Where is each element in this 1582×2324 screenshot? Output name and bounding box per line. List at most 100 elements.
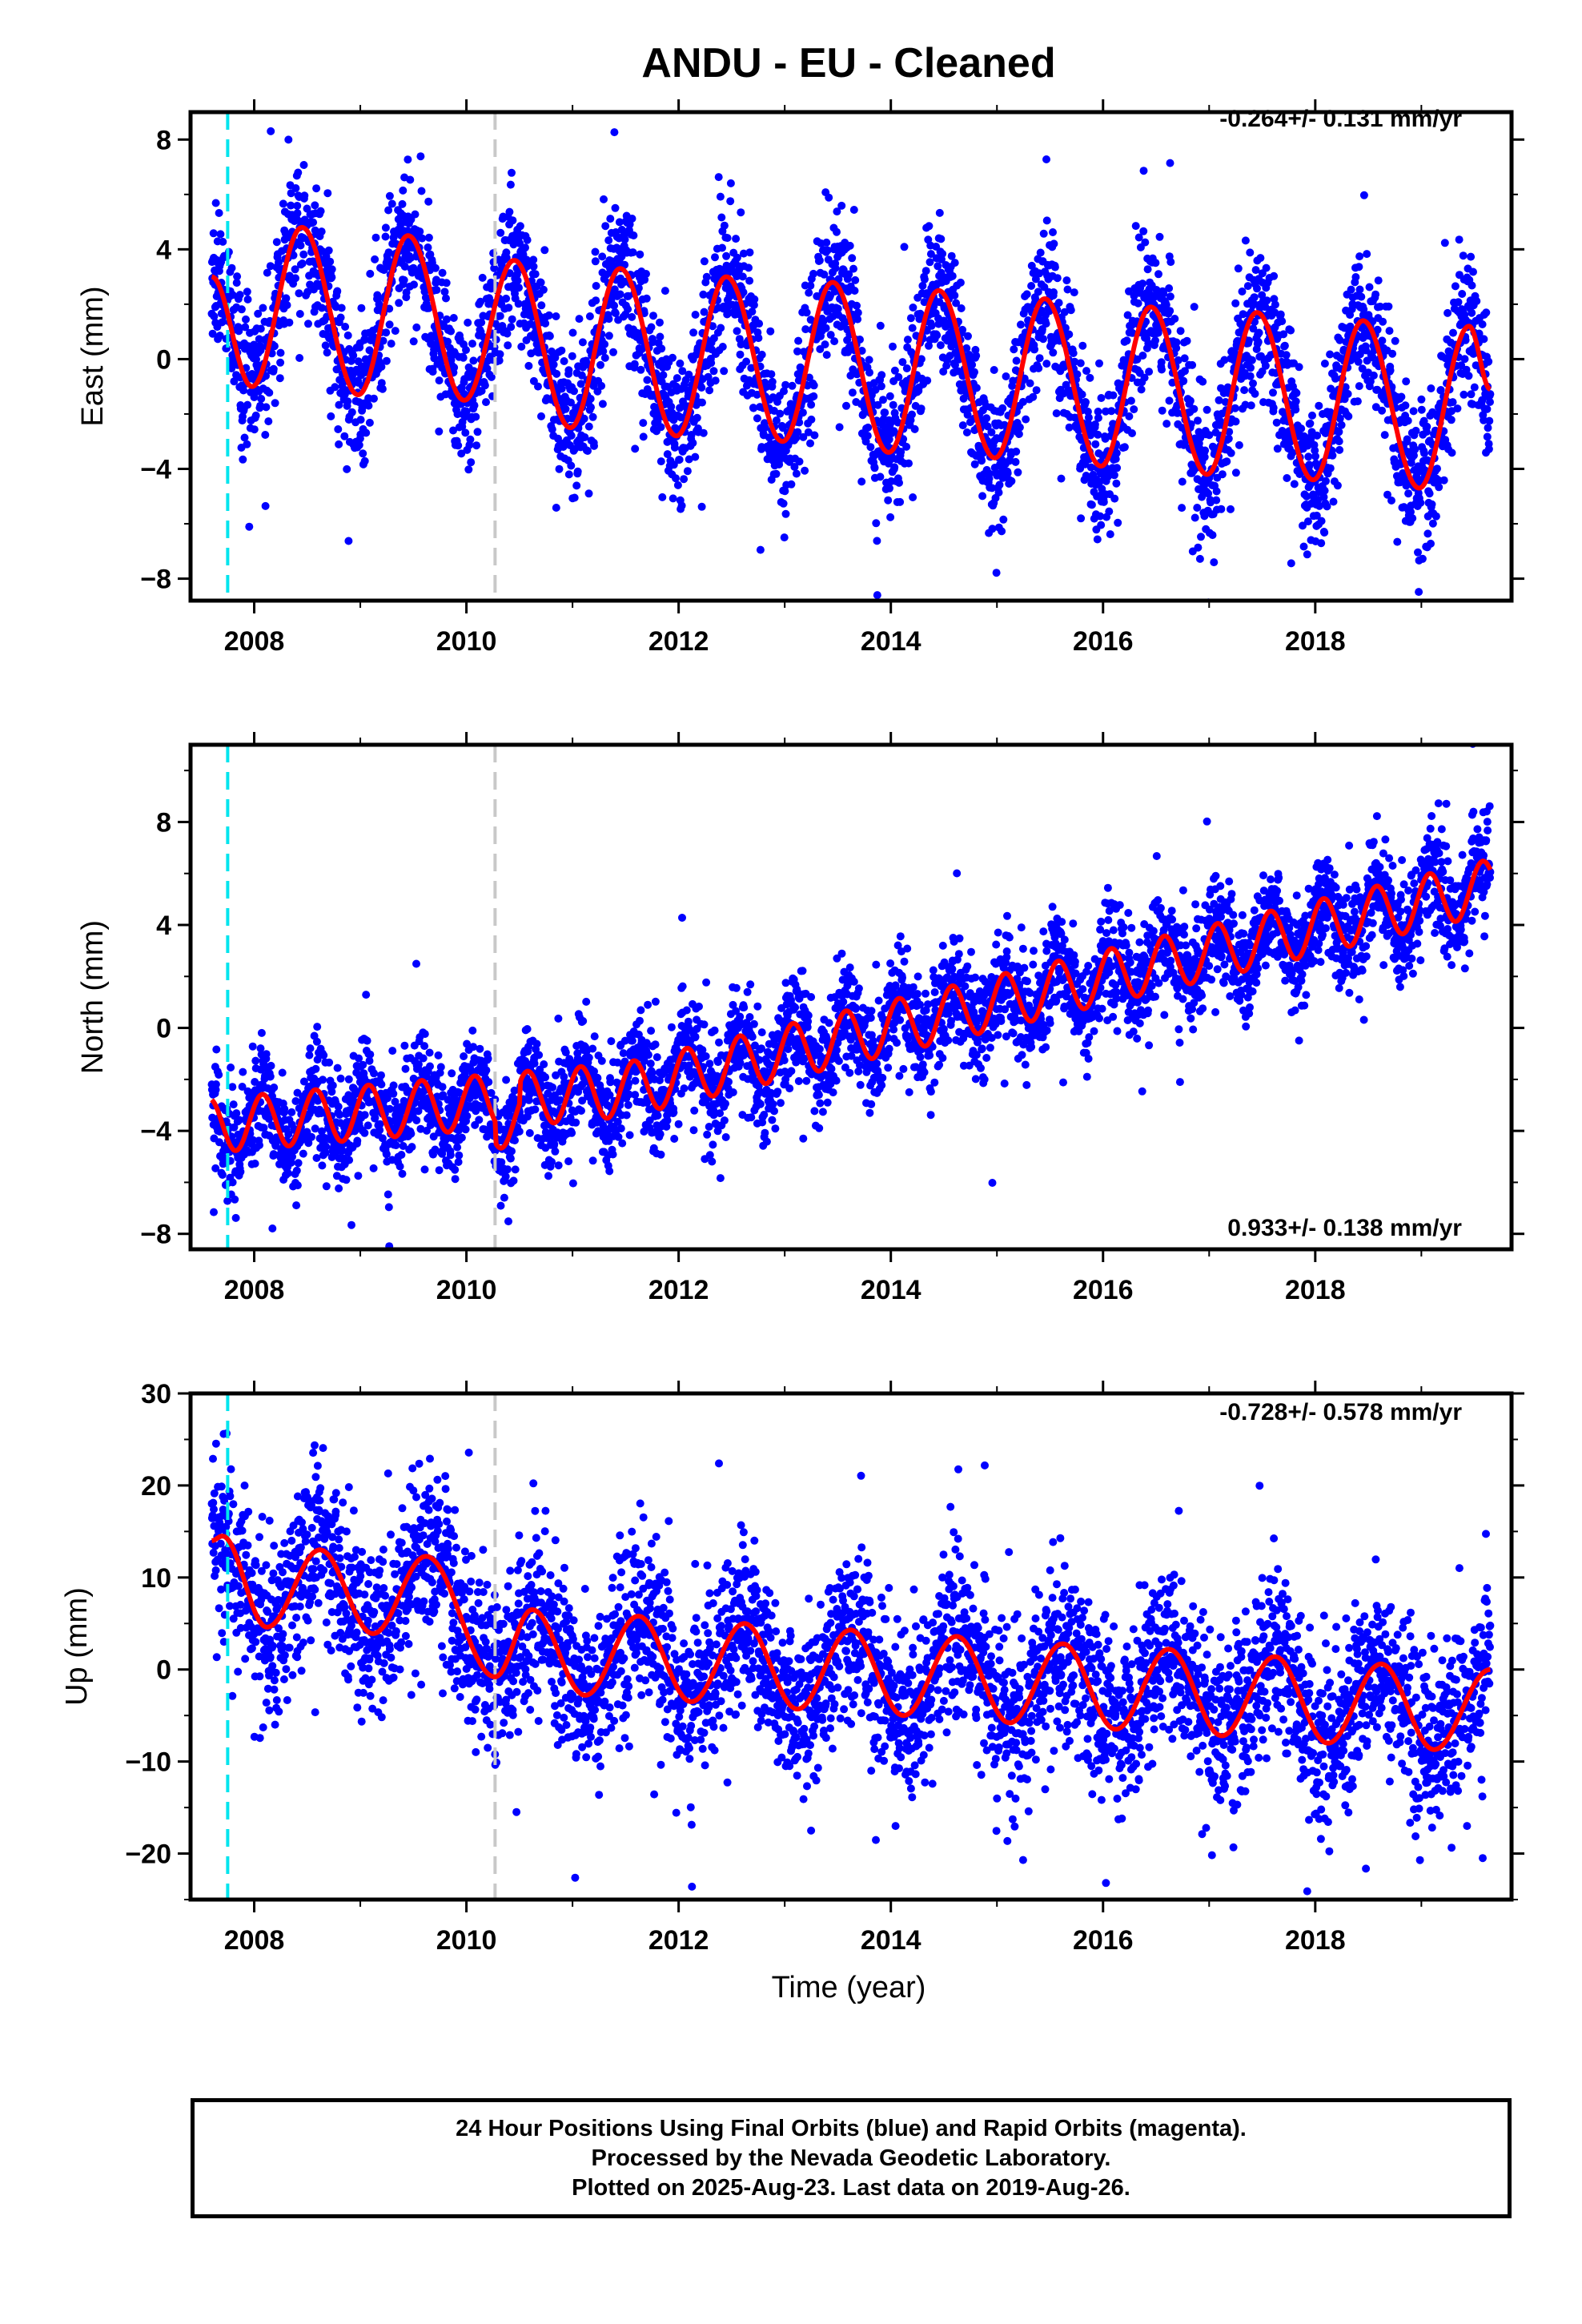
data-point	[1299, 521, 1307, 530]
data-point	[1096, 512, 1105, 521]
data-point	[1126, 396, 1135, 405]
data-point	[902, 364, 911, 372]
data-point	[446, 1151, 455, 1160]
data-point	[604, 315, 613, 324]
data-point	[958, 421, 967, 430]
data-point	[523, 235, 532, 244]
data-point	[1371, 403, 1380, 412]
data-point	[425, 1048, 434, 1057]
data-point	[1282, 351, 1291, 360]
data-point	[985, 469, 994, 478]
data-point	[815, 256, 824, 265]
data-point	[962, 428, 971, 436]
data-point	[283, 1169, 292, 1177]
data-point	[670, 443, 679, 452]
data-point	[485, 294, 493, 303]
data-point	[322, 1182, 331, 1191]
data-point	[232, 1109, 241, 1118]
data-point	[209, 229, 218, 238]
data-point	[263, 268, 271, 277]
data-point	[412, 323, 421, 332]
data-point	[1320, 360, 1329, 368]
data-point	[1054, 299, 1063, 308]
data-point	[850, 287, 859, 295]
data-point	[767, 370, 776, 379]
data-point	[347, 408, 356, 416]
data-point	[1120, 443, 1129, 452]
data-point	[768, 377, 777, 386]
data-point	[745, 276, 754, 285]
data-point	[1373, 325, 1382, 334]
data-point	[271, 399, 279, 408]
data-point	[1483, 404, 1492, 413]
data-point	[1335, 445, 1344, 454]
data-point	[889, 342, 897, 351]
data-point	[1320, 486, 1329, 495]
data-point	[739, 249, 748, 258]
data-point	[1320, 529, 1329, 537]
x-tick-label: 2016	[1073, 626, 1134, 657]
data-point	[395, 299, 404, 308]
data-point	[448, 1069, 456, 1078]
data-point	[793, 428, 802, 436]
data-point	[1436, 386, 1445, 394]
data-point	[289, 251, 298, 259]
data-point	[1355, 285, 1364, 294]
data-point	[385, 304, 394, 313]
data-point	[1128, 429, 1136, 437]
data-point	[440, 287, 449, 296]
data-point	[1358, 364, 1367, 373]
data-point	[1010, 345, 1018, 354]
data-point	[552, 312, 560, 320]
data-point	[1243, 282, 1252, 291]
velocity-annotation: -0.264+/- 0.131 mm/yr	[1219, 106, 1462, 132]
data-point	[1203, 405, 1211, 414]
data-point	[1447, 416, 1456, 424]
data-point	[647, 323, 656, 332]
data-point	[1319, 493, 1328, 501]
data-point	[1283, 474, 1291, 482]
data-point	[780, 533, 789, 542]
data-point	[1331, 374, 1339, 383]
data-point	[661, 287, 669, 296]
data-point	[370, 394, 378, 403]
data-point	[606, 215, 615, 223]
data-point	[1447, 448, 1456, 457]
data-point	[384, 206, 393, 215]
data-point	[1241, 400, 1250, 409]
data-point	[438, 1083, 447, 1092]
data-point	[319, 1076, 327, 1084]
data-point	[1303, 441, 1312, 450]
data-point	[299, 1149, 307, 1158]
data-point	[1049, 228, 1057, 236]
data-point	[870, 464, 879, 472]
data-point	[230, 1123, 239, 1132]
data-point	[1384, 302, 1393, 311]
data-point	[1162, 300, 1170, 309]
data-point	[1328, 451, 1337, 460]
data-point	[1278, 317, 1287, 326]
data-point	[1049, 348, 1058, 357]
data-point	[482, 398, 490, 407]
data-point	[1273, 444, 1282, 453]
data-point	[296, 241, 305, 250]
data-point	[343, 464, 351, 473]
data-point	[1409, 407, 1418, 416]
data-point	[1321, 429, 1330, 437]
data-point	[1155, 232, 1164, 241]
data-point	[805, 373, 813, 382]
data-point	[639, 419, 648, 428]
data-point	[1467, 390, 1476, 399]
data-point	[1366, 377, 1375, 386]
data-point	[312, 1037, 321, 1046]
data-point	[1341, 383, 1350, 392]
data-point	[1130, 405, 1138, 414]
data-point	[611, 309, 620, 318]
data-point	[537, 301, 546, 310]
data-point	[1427, 539, 1435, 548]
data-point	[1476, 608, 1484, 616]
data-point	[683, 467, 692, 476]
data-point	[529, 255, 538, 264]
data-point	[473, 428, 482, 436]
data-point	[1078, 341, 1087, 350]
